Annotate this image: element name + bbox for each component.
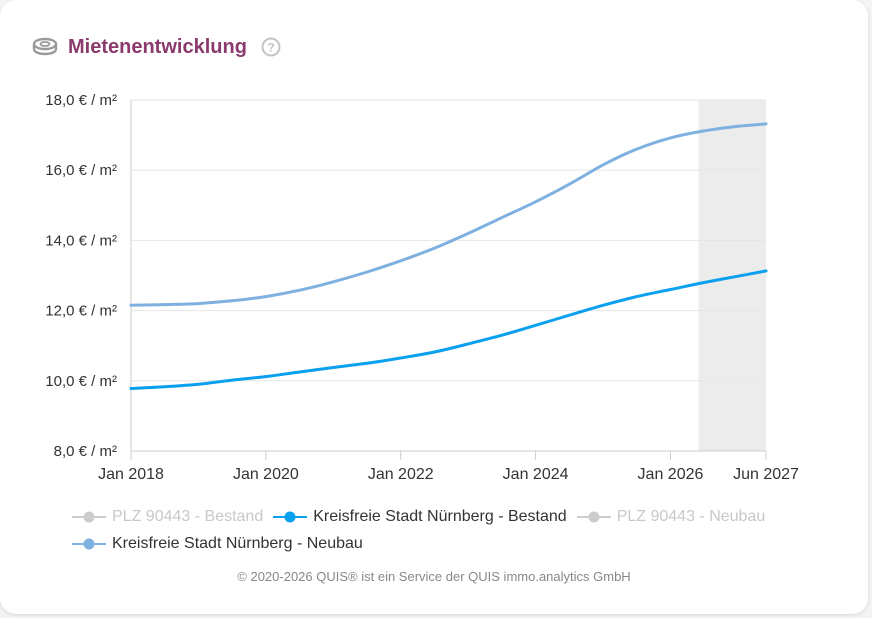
x-tick-label: Jan 2024 — [503, 466, 569, 483]
help-circle-icon[interactable]: ? — [261, 37, 281, 57]
y-tick-label: 10,0 € / m² — [45, 373, 117, 390]
y-tick-label: 12,0 € / m² — [45, 303, 117, 320]
y-tick-label: 8,0 € / m² — [54, 443, 117, 460]
legend-label: PLZ 90443 - Neubau — [616, 507, 766, 525]
y-tick-label: 16,0 € / m² — [45, 162, 117, 179]
legend-item-nuernberg-neubau[interactable]: Kreisfreie Stadt Nürnberg - Neubau — [72, 535, 363, 553]
x-tick-label: Jan 2018 — [98, 466, 164, 483]
coins-icon — [32, 37, 58, 56]
legend-marker-icon — [72, 538, 106, 549]
legend-item-plz-neubau[interactable]: PLZ 90443 - Neubau — [576, 507, 766, 526]
line-chart: 8,0 € / m² 10,0 € / m² 12,0 € / m² 14,0 € /… — [45, 92, 799, 483]
legend-marker-icon — [273, 511, 308, 522]
series-line — [129, 269, 768, 390]
x-tick-label: Jan 2026 — [638, 466, 704, 483]
legend-label: PLZ 90443 - Bestand — [112, 507, 264, 525]
legend-row: PLZ 90443 - Bestand Kreisfreie Stadt Nür… — [72, 503, 832, 530]
y-tick-label: 18,0 € / m² — [45, 92, 117, 109]
forecast-region — [698, 100, 766, 451]
legend-marker-icon — [576, 511, 611, 522]
y-tick-label: 14,0 € / m² — [45, 232, 117, 249]
x-tick-label: Jan 2022 — [368, 466, 434, 483]
legend-marker-icon — [72, 511, 106, 522]
copyright-footer: © 2020-2026 QUIS® ist ein Service der QU… — [237, 569, 631, 584]
legend-row: Kreisfreie Stadt Nürnberg - Neubau — [72, 530, 832, 557]
legend-item-nuernberg-bestand[interactable]: Kreisfreie Stadt Nürnberg - Bestand — [273, 507, 567, 526]
card-header: Mietenentwicklung ? — [32, 32, 281, 62]
legend-item-plz-bestand[interactable]: PLZ 90443 - Bestand — [72, 508, 263, 526]
svg-text:?: ? — [267, 41, 274, 55]
series-line — [129, 122, 768, 307]
chart-title: Mietenentwicklung — [68, 35, 247, 58]
chart-legend: PLZ 90443 - Bestand Kreisfreie Stadt Nür… — [72, 503, 832, 557]
legend-label: Kreisfreie Stadt Nürnberg - Bestand — [313, 507, 567, 525]
x-tick-label: Jan 2020 — [233, 466, 299, 483]
x-tick-label: Jun 2027 — [733, 466, 799, 483]
legend-label: Kreisfreie Stadt Nürnberg - Neubau — [112, 534, 363, 552]
